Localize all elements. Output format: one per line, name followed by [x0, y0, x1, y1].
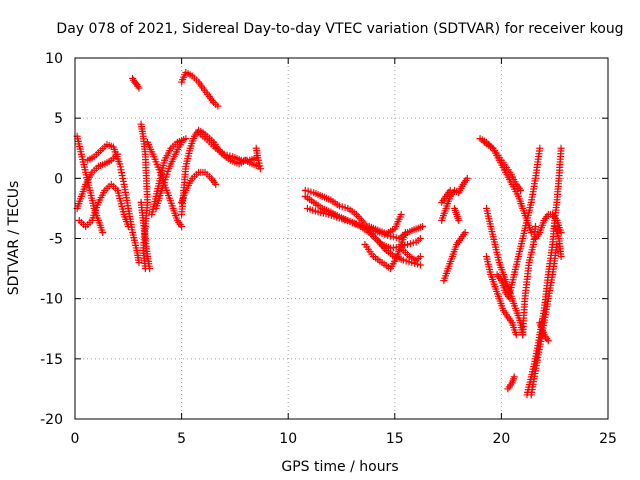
- data-series-arc-04: [84, 141, 143, 267]
- chart-title: Day 078 of 2021, Sidereal Day-to-day VTE…: [56, 21, 623, 37]
- data-point: [256, 165, 264, 173]
- data-series-arc-05: [129, 74, 143, 92]
- y-tick-label: 0: [54, 171, 63, 187]
- data-series-arc-26: [450, 204, 463, 224]
- data-series-arc-38: [532, 210, 565, 242]
- data-series-arc-10: [152, 138, 186, 212]
- data-point: [544, 337, 552, 345]
- axis-ticks: 0 5 10 15 20 25 -20 -15 -10 -5 0 5 10: [40, 51, 617, 447]
- data-series-arc-30: [482, 253, 520, 339]
- data-series-arc-01: [73, 132, 107, 236]
- data-point: [212, 180, 220, 188]
- data-series-arc-06: [137, 120, 151, 273]
- data-point: [401, 228, 409, 236]
- data-points: [73, 68, 565, 399]
- data-series-arc-33: [504, 373, 518, 393]
- data-series-arc-12: [178, 68, 222, 110]
- data-point: [146, 265, 154, 273]
- y-tick-label: -20: [40, 412, 63, 428]
- data-series-arc-35: [523, 144, 565, 399]
- data-series-arc-21: [365, 210, 405, 238]
- y-axis-label: SDTVAR / TECUs: [6, 181, 22, 296]
- data-point: [135, 84, 143, 92]
- data-point: [214, 102, 222, 110]
- data-point: [416, 261, 424, 269]
- data-series-arc-32: [506, 144, 544, 297]
- data-point: [527, 228, 535, 236]
- data-point: [416, 235, 424, 242]
- x-tick-label: 0: [71, 431, 80, 447]
- y-tick-label: 5: [54, 111, 63, 127]
- data-series-arc-22: [399, 247, 424, 264]
- data-point: [397, 210, 405, 218]
- data-series-arc-28: [480, 138, 525, 194]
- x-tick-label: 5: [177, 431, 186, 447]
- data-point: [455, 216, 463, 224]
- data-point: [135, 259, 143, 267]
- x-tick-label: 15: [386, 431, 404, 447]
- y-tick-label: -15: [40, 352, 63, 368]
- data-point: [419, 222, 427, 230]
- x-tick-label: 10: [279, 431, 297, 447]
- x-tick-label: 25: [599, 431, 617, 447]
- data-series-arc-20: [361, 228, 409, 273]
- grid: [75, 58, 608, 419]
- data-point: [557, 144, 565, 152]
- data-series-arc-24: [438, 186, 454, 206]
- data-series-arc-34: [519, 222, 540, 339]
- x-tick-label: 20: [492, 431, 510, 447]
- data-series-arc-19: [303, 204, 424, 269]
- data-point: [461, 228, 469, 236]
- y-tick-label: -5: [49, 232, 63, 248]
- data-series-arc-37: [536, 319, 552, 345]
- data-series-arc-25: [440, 228, 469, 285]
- y-tick-label: 10: [45, 51, 63, 67]
- data-point: [532, 222, 540, 230]
- data-point: [510, 373, 518, 381]
- data-point: [506, 295, 514, 303]
- data-point: [512, 331, 520, 339]
- data-series-arc-13: [178, 168, 220, 206]
- data-series-arc-17: [301, 186, 424, 252]
- data-series-arc-15: [210, 138, 262, 170]
- data-point: [557, 228, 565, 236]
- plot-frame: [74, 57, 609, 420]
- data-point: [182, 135, 190, 143]
- data-point: [536, 144, 544, 152]
- y-tick-label: -10: [40, 292, 63, 308]
- data-point: [446, 186, 454, 194]
- data-point: [557, 253, 565, 261]
- data-series-arc-39: [551, 222, 565, 261]
- data-point: [99, 228, 107, 236]
- data-point: [178, 138, 186, 146]
- data-series-arc-16: [252, 144, 264, 173]
- data-point: [463, 174, 471, 182]
- x-axis-label: GPS time / hours: [281, 459, 398, 475]
- data-series-arc-31: [493, 271, 514, 303]
- data-series-arc-03: [75, 180, 132, 230]
- data-point: [517, 186, 525, 194]
- data-point: [416, 253, 424, 261]
- data-series-arc-07: [137, 198, 154, 273]
- data-point: [178, 222, 186, 230]
